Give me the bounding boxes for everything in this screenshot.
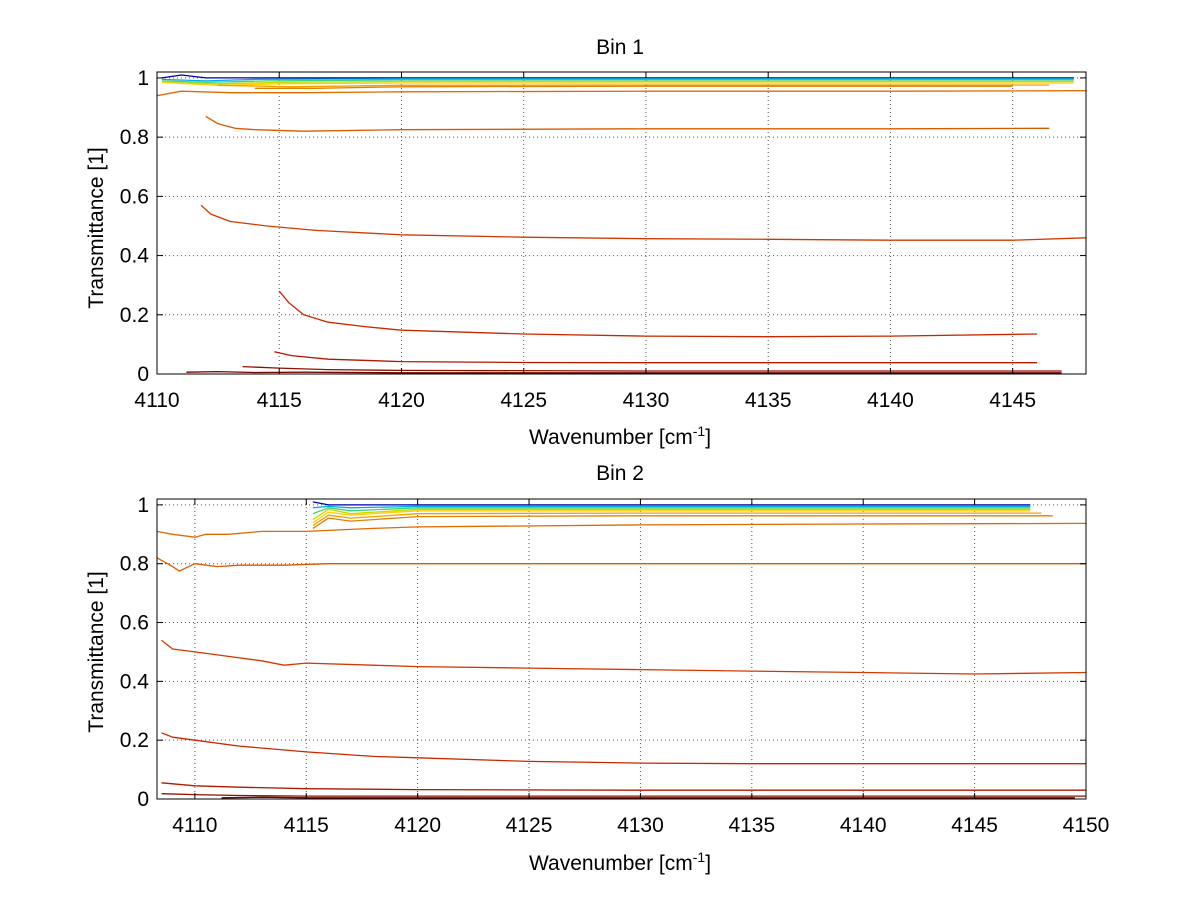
y-tick-label: 0 <box>137 788 149 811</box>
x-tick-label: 4120 <box>394 814 441 837</box>
series-line-10 <box>200 204 1087 241</box>
x-tick-label: 4145 <box>989 389 1036 412</box>
series-line-3 <box>312 507 1031 515</box>
y-axis-label: Transmittance [1] <box>85 571 108 732</box>
axes-box <box>156 498 1087 800</box>
series-line-9 <box>156 557 1086 572</box>
x-axis-label-text: Wavenumber [cm <box>529 852 693 875</box>
x-tick-label: 4140 <box>840 814 887 837</box>
grid <box>157 499 1086 799</box>
x-axis-label-superscript: -1 <box>693 849 706 865</box>
x-tick-label: 4120 <box>378 389 425 412</box>
x-tick-label: 4130 <box>623 389 670 412</box>
x-axis-label: Wavenumber [cm-1] <box>529 423 711 449</box>
series-line-2 <box>161 78 1074 82</box>
series-line-13 <box>161 793 1086 797</box>
series-line-8 <box>156 90 1087 97</box>
x-tick-label: 4110 <box>172 814 217 837</box>
y-tick-label: 0 <box>137 363 149 386</box>
series-line-5 <box>312 510 1031 524</box>
y-tick-label: 0.8 <box>120 126 149 149</box>
y-tick-label: 1 <box>137 494 149 517</box>
series-line-13 <box>242 365 1062 372</box>
series-line-4 <box>161 80 1074 85</box>
y-tick-label: 1 <box>137 67 149 90</box>
x-tick-label: 4115 <box>284 814 329 837</box>
x-axis-label-superscript: -1 <box>693 423 706 439</box>
grid <box>157 72 1086 374</box>
series-group <box>156 501 1087 799</box>
x-tick-label: 4135 <box>728 814 775 837</box>
chart-title: Bin 2 <box>596 462 644 485</box>
x-tick-label: 4145 <box>951 814 998 837</box>
series-line-12 <box>161 782 1086 791</box>
series-line-11 <box>161 732 1086 765</box>
tick-group: 4110 4115 4120 4125 4130 4135 4140 4145 4150 0 0.2… <box>120 494 1110 837</box>
series-line-14 <box>221 796 1075 799</box>
y-tick-label: 0.6 <box>120 185 149 208</box>
series-line-6 <box>312 512 1042 527</box>
y-axis-label: Transmittance [1] <box>85 147 108 308</box>
x-tick-label: 4130 <box>617 814 664 837</box>
y-tick-label: 0.8 <box>120 553 149 576</box>
x-tick-label: 4150 <box>1063 814 1110 837</box>
x-axis-label-end: ] <box>705 426 711 449</box>
chart-bin-1: Bin 1 Transmittance [1] Wavenumber [cm-1… <box>85 36 1087 449</box>
series-line-12 <box>274 351 1038 364</box>
x-tick-label: 4140 <box>867 389 914 412</box>
x-tick-label: 4115 <box>257 389 302 412</box>
series-line-14 <box>186 370 1062 374</box>
x-tick-label: 4110 <box>134 389 179 412</box>
series-line-1 <box>312 501 1031 506</box>
series-line-2 <box>312 505 1031 509</box>
y-tick-label: 0.2 <box>120 729 149 752</box>
chart-title: Bin 1 <box>596 36 644 59</box>
x-tick-label: 4135 <box>745 389 792 412</box>
y-tick-label: 0.6 <box>120 612 149 635</box>
series-line-6 <box>218 84 1050 88</box>
tick-group: 4110 4115 4120 4125 4130 4135 4140 4145 0 0.2 0.4 0… <box>120 67 1086 412</box>
y-tick-label: 0.4 <box>120 245 150 268</box>
chart-bin-2: Bin 2 Transmittance [1] Wavenumber [cm-1… <box>85 462 1109 875</box>
series-line-9 <box>205 115 1050 132</box>
x-tick-label: 4125 <box>500 389 547 412</box>
series-group <box>156 74 1087 374</box>
series-line-7 <box>254 85 1013 89</box>
series-line-4 <box>312 508 1031 521</box>
series-line-8 <box>156 522 1087 538</box>
series-line-7 <box>312 515 1053 529</box>
series-line-3 <box>161 79 1074 84</box>
series-line-1 <box>161 74 1074 79</box>
series-line-11 <box>278 290 1038 338</box>
series-line-10 <box>161 639 1087 675</box>
x-axis-label-text: Wavenumber [cm <box>529 426 693 449</box>
x-tick-label: 4125 <box>506 814 553 837</box>
y-tick-label: 0.4 <box>120 670 150 693</box>
x-axis-label-end: ] <box>705 852 711 875</box>
axes-box <box>156 71 1087 375</box>
x-axis-label: Wavenumber [cm-1] <box>529 849 711 875</box>
y-tick-label: 0.2 <box>120 304 149 327</box>
